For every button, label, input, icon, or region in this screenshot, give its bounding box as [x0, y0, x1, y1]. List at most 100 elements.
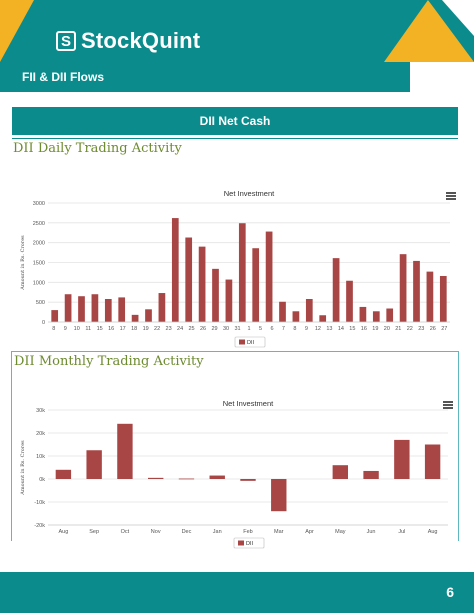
y-tick-label: 2500: [33, 221, 45, 227]
monthly-heading: DII Monthly Trading Activity: [14, 354, 204, 369]
y-tick-label: 0k: [39, 477, 45, 483]
y-tick-label: 30k: [36, 408, 45, 414]
chart-bar: [346, 280, 353, 322]
x-tick-label: 15: [97, 326, 103, 332]
x-tick-label: 10: [74, 326, 80, 332]
chart-svg: Net Investment -20k -10k 0k 10k 20k 30k Amount …: [20, 399, 448, 549]
chart-bar: [117, 423, 133, 479]
chart-bar: [439, 275, 447, 322]
daily-heading: DII Daily Trading Activity: [13, 141, 182, 156]
chart-bar: [185, 237, 193, 322]
x-tick-label: 30: [223, 326, 229, 332]
x-tick-label: 5: [259, 326, 262, 332]
chart-bar: [178, 478, 195, 480]
chart-bar: [225, 279, 233, 322]
x-tick-label: Dec: [182, 529, 192, 535]
chart-bar: [305, 298, 313, 322]
x-tick-label: 25: [189, 326, 195, 332]
chart-bar: [55, 469, 72, 479]
x-tick-label: Nov: [151, 529, 161, 535]
x-tick-label: 22: [407, 326, 413, 332]
chart-bar: [91, 294, 99, 322]
chart-bar: [394, 439, 410, 479]
chart-bar: [158, 293, 166, 322]
x-tick-label: 13: [326, 326, 332, 332]
chart-bar: [209, 475, 225, 479]
chart-bar: [64, 294, 72, 322]
x-tick-label: 19: [143, 326, 149, 332]
x-tick-label: 9: [305, 326, 308, 332]
x-tick-label: 31: [234, 326, 240, 332]
page-footer: 6: [0, 572, 474, 613]
x-tick-label: 17: [120, 326, 126, 332]
x-tick-label: 14: [338, 326, 344, 332]
legend-label: DII: [246, 541, 254, 547]
y-tick-label: 0: [42, 320, 45, 326]
y-tick-label: 3000: [33, 201, 45, 207]
chart-bar: [399, 254, 407, 322]
x-tick-label: 12: [315, 326, 321, 332]
y-axis-label: Amount in Rs. Crores: [20, 235, 26, 291]
x-tick-label: May: [335, 529, 346, 535]
x-tick-label: Aug: [58, 529, 68, 535]
chart-bar: [118, 297, 126, 322]
legend-swatch: [238, 540, 244, 546]
y-tick-label: 1500: [33, 261, 45, 267]
legend-swatch: [239, 339, 245, 345]
chart-bar: [332, 465, 348, 479]
chart-bar: [424, 444, 441, 479]
x-tick-label: 21: [395, 326, 401, 332]
x-tick-label: 15: [349, 326, 355, 332]
legend-label: DII: [247, 340, 255, 346]
chart-bar: [386, 308, 394, 322]
y-axis-label: Amount in Rs. Crores: [20, 440, 26, 496]
chart-bar: [252, 248, 260, 322]
x-tick-label: 23: [418, 326, 424, 332]
section-title-bar: DII Net Cash: [12, 107, 458, 135]
chart-bar: [238, 223, 246, 322]
x-tick-label: 9: [64, 326, 67, 332]
chart-title: Net Investment: [224, 189, 275, 198]
x-tick-label: Jan: [213, 529, 222, 535]
x-tick-label: 8: [52, 326, 55, 332]
chart-bar: [51, 310, 59, 322]
x-tick-label: 6: [270, 326, 273, 332]
x-tick-label: 23: [166, 326, 172, 332]
chart-bar: [413, 260, 420, 322]
x-tick-label: 18: [131, 326, 137, 332]
page-subtitle: FII & DII Flows: [22, 70, 105, 84]
chart-bar: [359, 306, 367, 322]
chart-bar: [171, 218, 179, 322]
x-tick-label: Sep: [89, 529, 99, 535]
header-accent-right: [384, 0, 474, 62]
x-tick-label: 16: [361, 326, 367, 332]
chart-bar: [271, 479, 287, 512]
chart-bar: [78, 296, 85, 322]
chart-menu-icon[interactable]: [446, 192, 456, 200]
x-tick-label: 24: [177, 326, 183, 332]
chart-bar: [240, 479, 256, 481]
brand-logo: S StockQuint: [56, 28, 200, 54]
x-tick-label: Feb: [243, 529, 252, 535]
x-tick-label: Aug: [428, 529, 438, 535]
x-tick-label: Apr: [305, 529, 314, 535]
chart-svg: Net Investment 0 500 1000 1500 2000 2500 3000 Am…: [20, 189, 450, 348]
page-subheader: FII & DII Flows: [0, 62, 410, 92]
chart-bar: [145, 309, 152, 322]
brand-name: StockQuint: [81, 28, 201, 53]
page-number: 6: [446, 584, 454, 600]
y-tick-label: -20k: [34, 523, 45, 529]
chart-menu-icon[interactable]: [443, 401, 453, 409]
monthly-section-frame: [11, 351, 459, 541]
x-tick-label: Jun: [367, 529, 376, 535]
x-tick-label: Mar: [274, 529, 284, 535]
y-tick-label: 1000: [33, 280, 45, 286]
chart-bar: [148, 477, 164, 479]
chart-legend: DII: [234, 336, 266, 348]
y-tick-label: 2000: [33, 241, 45, 247]
x-tick-label: 20: [384, 326, 390, 332]
chart-bar: [212, 268, 219, 322]
x-tick-label: 19: [372, 326, 378, 332]
x-tick-label: 26: [200, 326, 206, 332]
x-tick-label: 8: [293, 326, 296, 332]
